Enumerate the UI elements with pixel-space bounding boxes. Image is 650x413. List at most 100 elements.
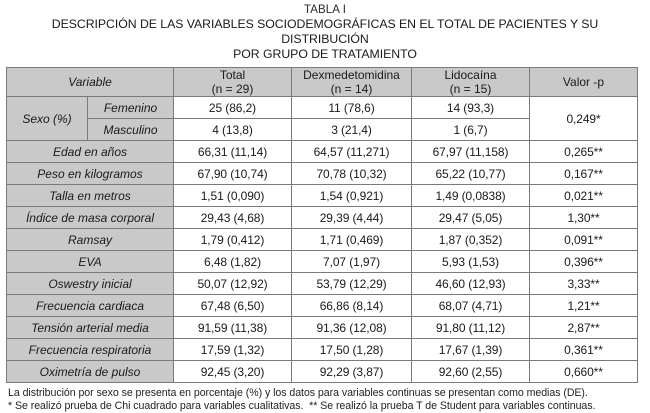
header-total-line1: Total [219,68,246,82]
cell-valor-p: 0,021** [529,184,638,207]
cell-valor-p: 0,660** [529,360,638,383]
cell-total: 67,48 (6,50) [173,294,292,317]
table-head: Variable Total (n = 29) Dexmedetomidina … [6,67,638,97]
table-row: Frecuencia cardiaca 67,48 (6,50) 66,86 (… [6,294,638,317]
cell-total: 50,07 (12,92) [173,272,292,295]
row-label: Ramsay [6,228,174,251]
cell-lidocaina: 65,22 (10,77) [411,162,530,185]
table-row: Índice de masa corporal 29,43 (4,68) 29,… [6,206,638,229]
cell-lidocaina: 17,67 (1,39) [411,338,530,361]
header-valor-p: Valor -p [529,67,638,97]
table-row: Tensión arterial media 91,59 (11,38) 91,… [6,316,638,339]
table-title-line1: DESCRIPCIÓN DE LAS VARIABLES SOCIODEMOGR… [51,17,599,46]
cell-valor-p: 1,30** [529,206,638,229]
cell-lidocaina: 67,97 (11,158) [411,140,530,163]
cell-lidocaina: 29,47 (5,05) [411,206,530,229]
title-block: TABLA I DESCRIPCIÓN DE LAS VARIABLES SOC… [0,0,650,67]
table-row: Oswestry inicial 50,07 (12,92) 53,79 (12… [6,272,638,295]
cell-lidocaina: 68,07 (4,71) [411,294,530,317]
table-row: EVA 6,48 (1,82) 7,07 (1,97) 5,93 (1,53) … [6,250,638,273]
cell-dexmedetomidina: 91,36 (12,08) [291,316,412,339]
cell-dexmedetomidina: 29,39 (4,44) [291,206,412,229]
table-row: Ramsay 1,79 (0,412) 1,71 (0,469) 1,87 (0… [6,228,638,251]
row-label: Oximetría de pulso [6,360,174,383]
cell-total: 25 (86,2) [173,96,292,119]
row-label: Oswestry inicial [6,272,174,295]
header-dexmedetomidina-line2: (n = 14) [330,82,373,96]
sociodemographic-variables-table: Variable Total (n = 29) Dexmedetomidina … [6,67,638,383]
row-label: Peso en kilogramos [6,162,174,185]
cell-valor-p: 3,33** [529,272,638,295]
table-row: Oximetría de pulso 92,45 (3,20) 92,29 (3… [6,360,638,383]
table-row: Peso en kilogramos 67,90 (10,74) 70,78 (… [6,162,638,185]
cell-dexmedetomidina: 92,29 (3,87) [291,360,412,383]
row-label: Edad en años [6,140,174,163]
cell-dexmedetomidina: 64,57 (11,271) [291,140,412,163]
cell-valor-p: 0,265** [529,140,638,163]
cell-dexmedetomidina: 66,86 (8,14) [291,294,412,317]
cell-dexmedetomidina: 7,07 (1,97) [291,250,412,273]
cell-dexmedetomidina: 3 (21,4) [291,118,412,141]
header-dexmedetomidina-line1: Dexmedetomidina [303,68,400,82]
cell-dexmedetomidina: 53,79 (12,29) [291,272,412,295]
cell-total: 91,59 (11,38) [173,316,292,339]
cell-lidocaina: 5,93 (1,53) [411,250,530,273]
header-total: Total (n = 29) [173,67,292,97]
table-row: Frecuencia respiratoria 17,59 (1,32) 17,… [6,338,638,361]
table-number-label: TABLA I [303,4,347,16]
header-total-line2: (n = 29) [211,82,254,96]
row-sublabel-masculino: Masculino [87,118,174,141]
header-lidocaina-line2: (n = 15) [449,82,492,96]
header-lidocaina-line1: Lidocaína [444,68,497,82]
row-label-sexo: Sexo (%) [6,96,88,141]
cell-lidocaina: 1,87 (0,352) [411,228,530,251]
cell-total: 66,31 (11,14) [173,140,292,163]
cell-total: 4 (13,8) [173,118,292,141]
row-label: Tensión arterial media [6,316,174,339]
cell-valor-p: 0,167** [529,162,638,185]
row-label: Frecuencia cardiaca [6,294,174,317]
table-footnote: La distribución por sexo se presenta en … [0,383,650,413]
cell-total: 17,59 (1,32) [173,338,292,361]
cell-valor-p: 2,87** [529,316,638,339]
cell-lidocaina: 46,60 (12,93) [411,272,530,295]
cell-lidocaina: 91,80 (11,12) [411,316,530,339]
cell-dexmedetomidina: 1,71 (0,469) [291,228,412,251]
cell-dexmedetomidina: 17,50 (1,28) [291,338,412,361]
cell-valor-p: 0,396** [529,250,638,273]
table-row: Masculino 4 (13,8) 3 (21,4) 1 (6,7) [7,118,638,141]
cell-total: 29,43 (4,68) [173,206,292,229]
table-header-row: Variable Total (n = 29) Dexmedetomidina … [6,67,638,97]
cell-dexmedetomidina: 11 (78,6) [291,96,412,119]
cell-lidocaina: 1 (6,7) [411,118,530,141]
table-row: Sexo (%) Femenino 25 (86,2) 11 (78,6) 14… [6,96,638,141]
cell-dexmedetomidina: 1,54 (0,921) [291,184,412,207]
cell-valor-p: 0,249* [529,96,638,141]
cell-valor-p: 1,21** [529,294,638,317]
cell-total: 92,45 (3,20) [173,360,292,383]
cell-valor-p: 0,361** [529,338,638,361]
cell-valor-p: 0,091** [529,228,638,251]
cell-total: 6,48 (1,82) [173,250,292,273]
cell-lidocaina: 1,49 (0,0838) [411,184,530,207]
row-label: Índice de masa corporal [6,206,174,229]
header-lidocaina: Lidocaína (n = 15) [411,67,530,97]
cell-lidocaina: 92,60 (2,55) [411,360,530,383]
table-title-line2: POR GRUPO DE TRATAMIENTO [233,47,417,61]
table-container: Variable Total (n = 29) Dexmedetomidina … [0,67,650,383]
header-dexmedetomidina: Dexmedetomidina (n = 14) [291,67,412,97]
cell-total: 1,51 (0,090) [173,184,292,207]
table-row: Edad en años 66,31 (11,14) 64,57 (11,271… [6,140,638,163]
cell-total: 1,79 (0,412) [173,228,292,251]
row-label: Frecuencia respiratoria [6,338,174,361]
cell-lidocaina: 14 (93,3) [411,96,530,119]
table-row: Talla en metros 1,51 (0,090) 1,54 (0,921… [6,184,638,207]
row-label: EVA [6,250,174,273]
footnote-line-1: La distribución por sexo se presenta en … [8,387,588,399]
header-variable: Variable [6,67,174,97]
cell-total: 67,90 (10,74) [173,162,292,185]
table-body: Sexo (%) Femenino 25 (86,2) 11 (78,6) 14… [6,96,638,383]
row-sublabel-femenino: Femenino [87,96,174,119]
row-label: Talla en metros [6,184,174,207]
